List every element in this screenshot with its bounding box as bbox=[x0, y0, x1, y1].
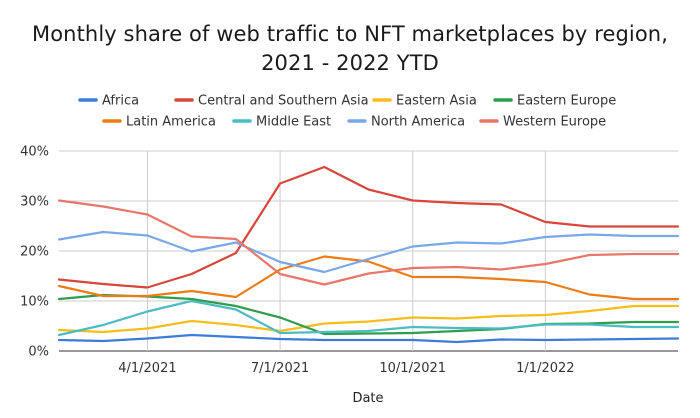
legend-label: Central and Southern Asia bbox=[198, 94, 369, 109]
y-tick-label: 30% bbox=[20, 195, 49, 210]
y-tick-label: 40% bbox=[20, 145, 49, 160]
x-axis-title: Date bbox=[352, 391, 383, 406]
legend-label: Latin America bbox=[126, 115, 216, 130]
chart-title: Monthly share of web traffic to NFT mark… bbox=[32, 22, 668, 46]
y-tick-label: 20% bbox=[20, 245, 49, 260]
series-line-middle-east bbox=[57, 299, 680, 337]
series-line-north-america bbox=[57, 230, 680, 274]
series-line-eastern-asia bbox=[57, 304, 680, 334]
legend-label: Western Europe bbox=[503, 115, 606, 130]
series-line-latin-america bbox=[57, 255, 680, 301]
x-tick-label: 10/1/2021 bbox=[379, 361, 446, 376]
legend-label: North America bbox=[371, 115, 465, 130]
y-tick-label: 10% bbox=[20, 295, 49, 310]
series-line-western-europe bbox=[57, 199, 680, 286]
series-line-africa bbox=[57, 333, 680, 344]
legend-label: Africa bbox=[102, 94, 139, 109]
y-tick-label: 0% bbox=[28, 345, 49, 360]
x-tick-label: 7/1/2021 bbox=[251, 361, 309, 376]
legend-label: Eastern Asia bbox=[396, 94, 477, 109]
legend-label: Middle East bbox=[256, 115, 331, 130]
legend-label: Eastern Europe bbox=[517, 94, 616, 109]
x-tick-label: 4/1/2021 bbox=[118, 361, 176, 376]
series-line-central-and-southern-asia bbox=[57, 165, 680, 289]
chart-subtitle: 2021 - 2022 YTD bbox=[261, 51, 439, 75]
x-tick-label: 1/1/2022 bbox=[516, 361, 574, 376]
